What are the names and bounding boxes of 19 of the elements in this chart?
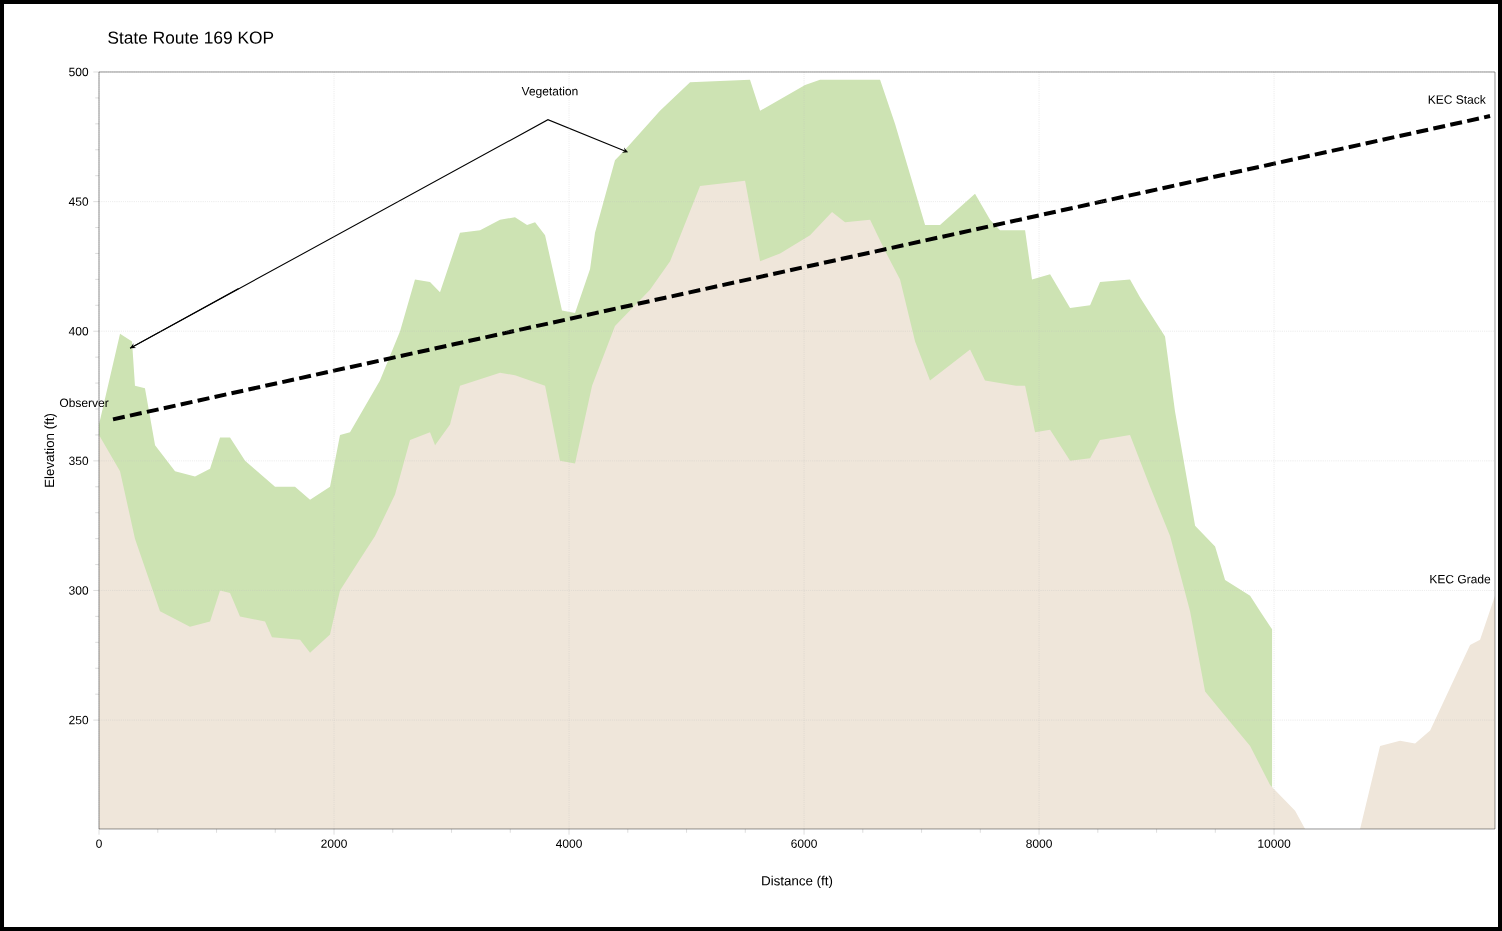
x-tick-label: 10000 bbox=[1258, 839, 1291, 848]
x-tick-label: 4000 bbox=[555, 839, 582, 848]
y-tick-label: 350 bbox=[69, 456, 89, 466]
annotation: Vegetation bbox=[521, 86, 578, 98]
annotation: KEC Stack bbox=[1428, 94, 1486, 104]
x-tick-label: 6000 bbox=[791, 839, 817, 848]
y-tick-label: 300 bbox=[69, 586, 89, 595]
y-tick-label: 500 bbox=[69, 67, 89, 77]
x-tick-label: 8000 bbox=[1026, 839, 1052, 848]
chart-title: State Route 169 KOP bbox=[108, 31, 274, 44]
x-tick-label: 0 bbox=[96, 839, 102, 848]
y-tick-label: 450 bbox=[68, 197, 89, 206]
annotation: KEC Grade bbox=[1430, 574, 1491, 584]
y-axis-title: Elevation (ft) bbox=[44, 413, 57, 487]
y-tick-label: 250 bbox=[69, 715, 89, 725]
x-tick-label: 2000 bbox=[321, 839, 347, 848]
x-axis-title: Distance (ft) bbox=[762, 875, 833, 889]
y-tick-label: 400 bbox=[68, 326, 89, 336]
annotation: Observer bbox=[59, 398, 109, 408]
